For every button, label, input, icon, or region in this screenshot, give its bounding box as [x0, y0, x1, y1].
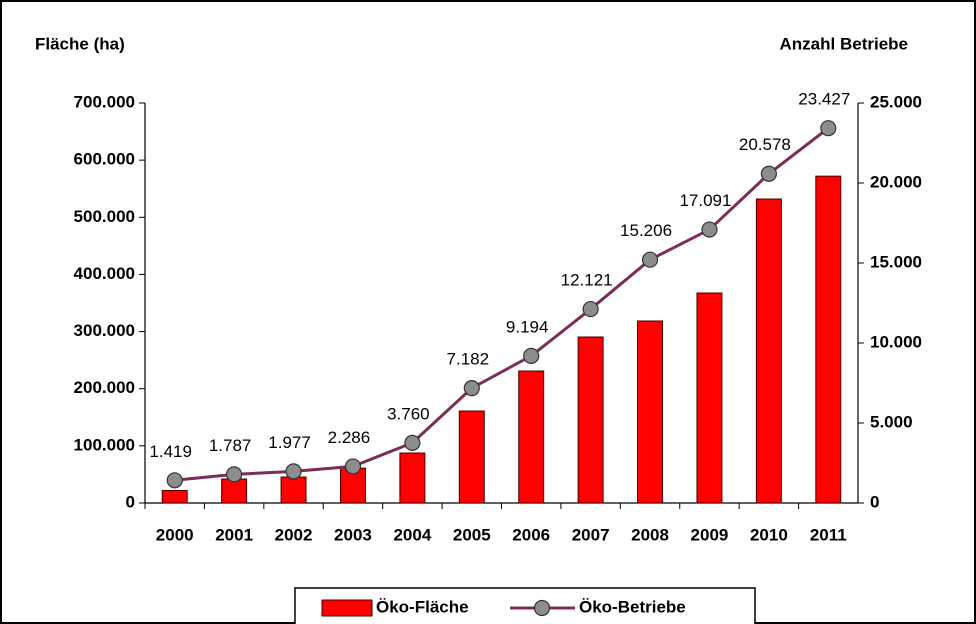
bar	[815, 175, 842, 504]
bar	[577, 336, 604, 504]
data-label: 3.760	[387, 404, 430, 423]
y-tick-label: 300.000	[74, 321, 135, 340]
y2-axis-label: Anzahl Betriebe	[780, 34, 908, 53]
y-tick-label: 500.000	[74, 207, 135, 226]
legend-marker	[533, 599, 551, 617]
bar	[221, 478, 248, 504]
legend-label: Öko-Fläche	[376, 597, 469, 616]
data-label: 9.194	[506, 317, 549, 336]
legend-label: Öko-Betriebe	[579, 597, 686, 616]
data-label: 1.419	[149, 442, 192, 461]
bar	[637, 320, 664, 504]
y2-tick-label: 25.000	[870, 92, 922, 111]
x-tick-label: 2007	[572, 525, 610, 544]
x-tick-label: 2005	[453, 525, 491, 544]
line-marker	[285, 463, 302, 480]
y-tick-label: 0	[126, 492, 135, 511]
x-tick-label: 2001	[215, 525, 253, 544]
x-tick-label: 2004	[393, 525, 431, 544]
data-label: 23.427	[798, 90, 850, 109]
y-tick-label: 100.000	[74, 435, 135, 454]
x-tick-label: 2009	[691, 525, 729, 544]
line-marker	[523, 347, 540, 364]
line-marker	[226, 466, 243, 483]
x-tick-label: 2000	[156, 525, 194, 544]
bar	[755, 198, 782, 504]
data-label: 20.578	[739, 135, 791, 154]
data-label: 2.286	[328, 428, 371, 447]
y2-tick-label: 5.000	[870, 412, 913, 431]
line-marker	[463, 379, 480, 397]
data-label: 7.182	[447, 350, 490, 369]
line-marker	[760, 165, 777, 182]
bar	[161, 489, 188, 504]
line-marker	[820, 120, 837, 137]
line-marker	[701, 221, 718, 238]
x-tick-label: 2008	[631, 525, 669, 544]
data-label: 17.091	[679, 191, 731, 210]
line	[174, 126, 830, 482]
x-tick-label: 2011	[810, 525, 847, 544]
bar	[399, 452, 426, 504]
bar	[696, 292, 723, 504]
y-tick-label: 600.000	[74, 150, 135, 169]
x-tick-label: 2002	[275, 525, 313, 544]
y2-tick-label: 10.000	[870, 332, 922, 351]
line-marker	[404, 434, 421, 451]
line-marker	[641, 251, 659, 268]
line-marker	[582, 300, 599, 318]
y-tick-label: 200.000	[74, 378, 135, 397]
bar	[280, 476, 307, 504]
x-tick-label: 2003	[334, 525, 372, 544]
y-tick-label: 400.000	[74, 264, 135, 283]
line-marker	[344, 458, 362, 475]
y2-tick-label: 20.000	[870, 172, 922, 191]
y2-tick-label: 15.000	[870, 252, 922, 271]
data-label: 15.206	[620, 221, 672, 240]
x-tick-label: 2010	[750, 525, 788, 544]
data-label: 1.977	[268, 433, 311, 452]
y-axis-label: Fläche (ha)	[35, 34, 125, 53]
bar	[339, 467, 366, 504]
x-tick-label: 2006	[512, 525, 550, 544]
line-marker	[166, 472, 183, 489]
data-label: 1.787	[209, 436, 252, 455]
bar	[458, 410, 485, 504]
bar	[518, 370, 545, 504]
data-label: 12.121	[561, 271, 613, 290]
y-tick-label: 700.000	[74, 92, 135, 111]
y2-tick-label: 0	[870, 492, 879, 511]
legend-swatch	[321, 599, 373, 617]
